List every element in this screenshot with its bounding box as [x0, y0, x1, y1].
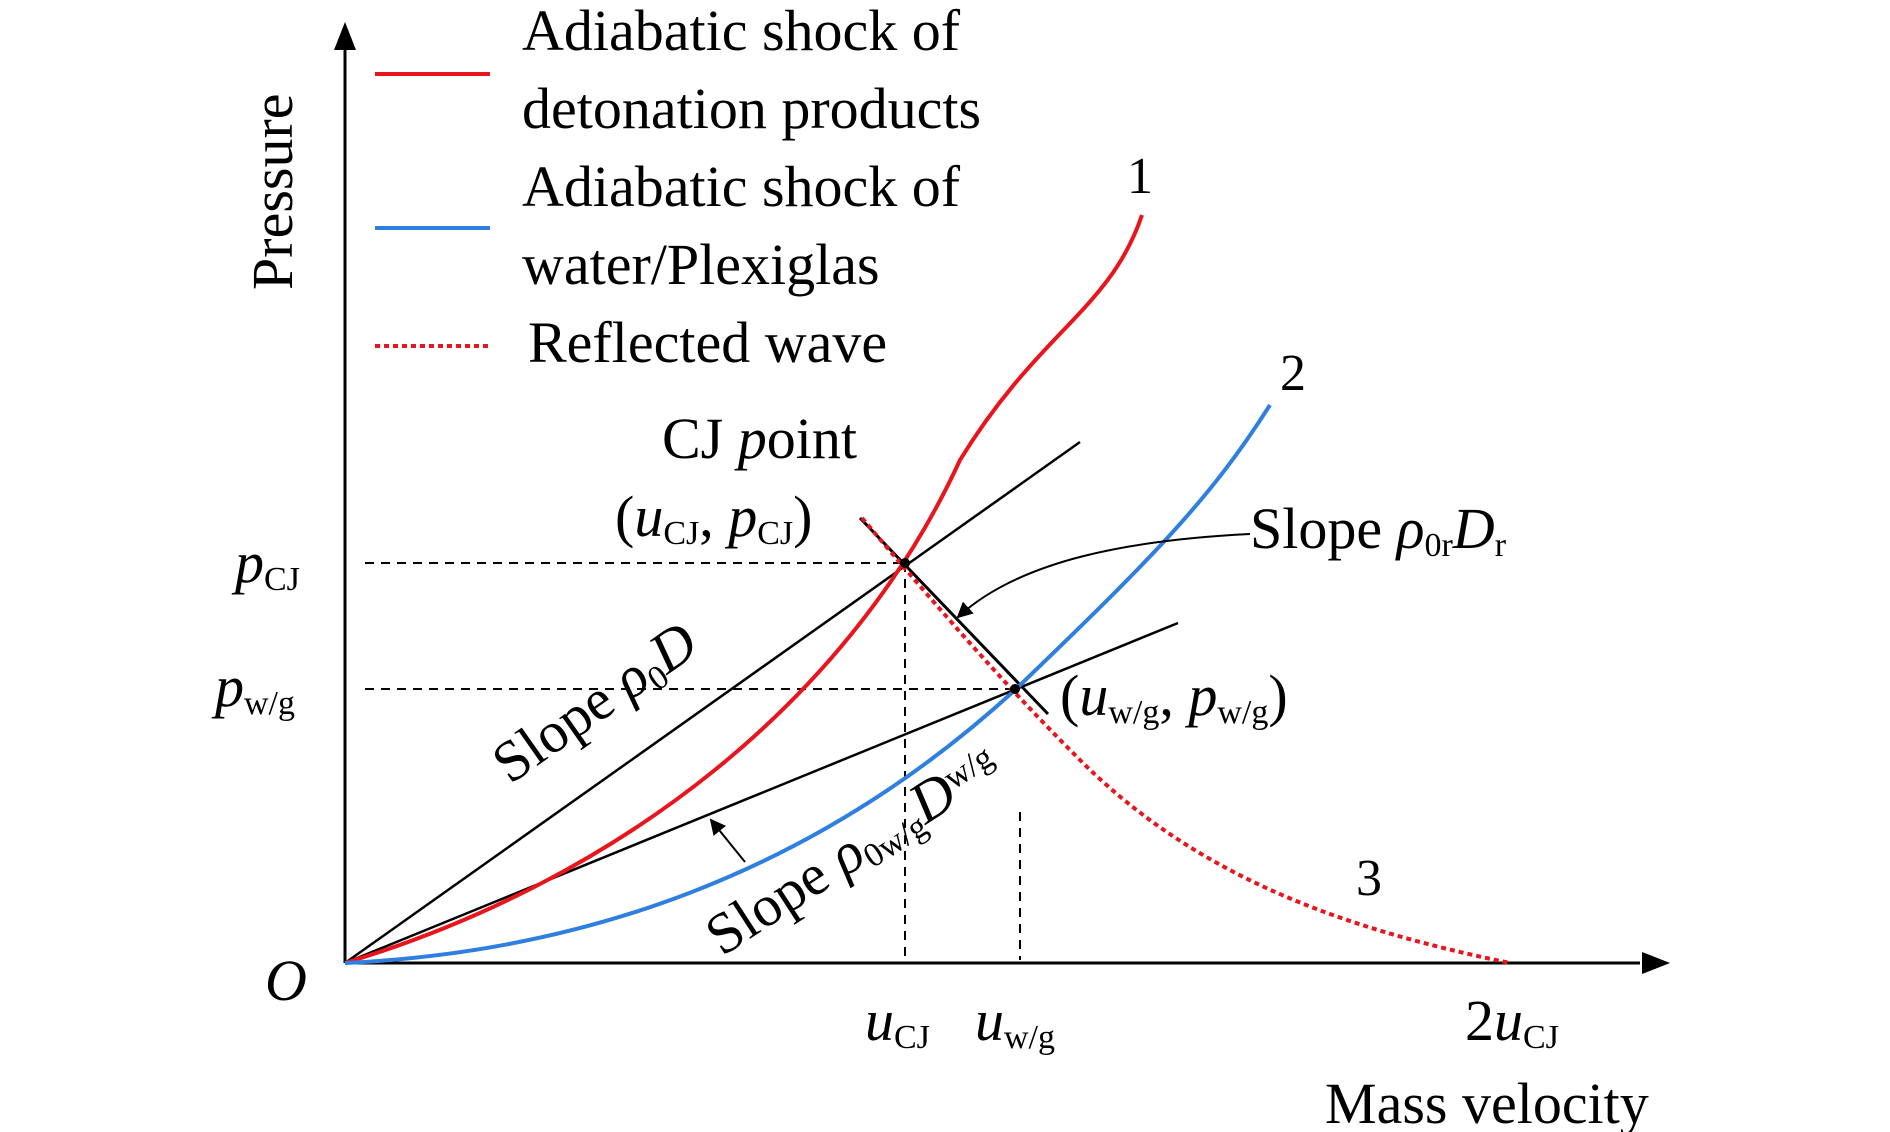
- slope-rho0r-pointer: [956, 533, 1251, 619]
- slope-rho0r-label: Slope ρ0rDr: [1250, 496, 1507, 564]
- reflected-slope-line: [858, 516, 1050, 716]
- rayleigh-line-detonation: [344, 440, 1081, 965]
- origin-label: O: [265, 948, 307, 1013]
- x-tick-uwg: uw/g: [975, 988, 1055, 1056]
- water-plexiglas-curve: [344, 403, 1272, 965]
- x-axis-arrowhead: [1642, 952, 1670, 974]
- curve-number-2: 2: [1280, 345, 1306, 402]
- cj-coordinates: (uCJ, pCJ): [615, 484, 813, 552]
- slope-rho0wg-label: Slope ρ0w/gDw/g: [694, 731, 1012, 971]
- curve-number-3: 3: [1356, 850, 1382, 907]
- x-tick-ucj: uCJ: [865, 988, 930, 1056]
- cj-point-marker: [900, 558, 910, 568]
- rayleigh-line-water: [344, 621, 1179, 965]
- wg-point-marker: [1010, 684, 1020, 694]
- legend-label-reflected: Reflected wave: [528, 310, 887, 375]
- x-axis-label: Mass velocity: [1325, 1071, 1649, 1132]
- slope-rho0wg-pointer: [709, 818, 746, 863]
- x-tick-2ucj: 2uCJ: [1465, 988, 1559, 1056]
- y-tick-pcj: pCJ: [231, 530, 300, 598]
- legend-label-water-1: Adiabatic shock of: [522, 154, 961, 219]
- y-axis-arrowhead: [334, 22, 356, 50]
- cj-point-label: CJ point: [662, 406, 857, 471]
- curve-number-1: 1: [1127, 148, 1153, 205]
- y-axis-label: Pressure: [240, 93, 305, 290]
- legend-label-detonation-2: detonation products: [522, 76, 981, 141]
- reflected-wave-curve: [860, 516, 1511, 965]
- wg-coordinates: (uw/g, pw/g): [1060, 663, 1288, 731]
- slope-rho0D-label: Slope ρ0D: [480, 608, 710, 798]
- legend-label-water-2: water/Plexiglas: [522, 232, 880, 297]
- legend-label-detonation-1: Adiabatic shock of: [522, 0, 961, 63]
- y-tick-pwg: pw/g: [211, 654, 295, 722]
